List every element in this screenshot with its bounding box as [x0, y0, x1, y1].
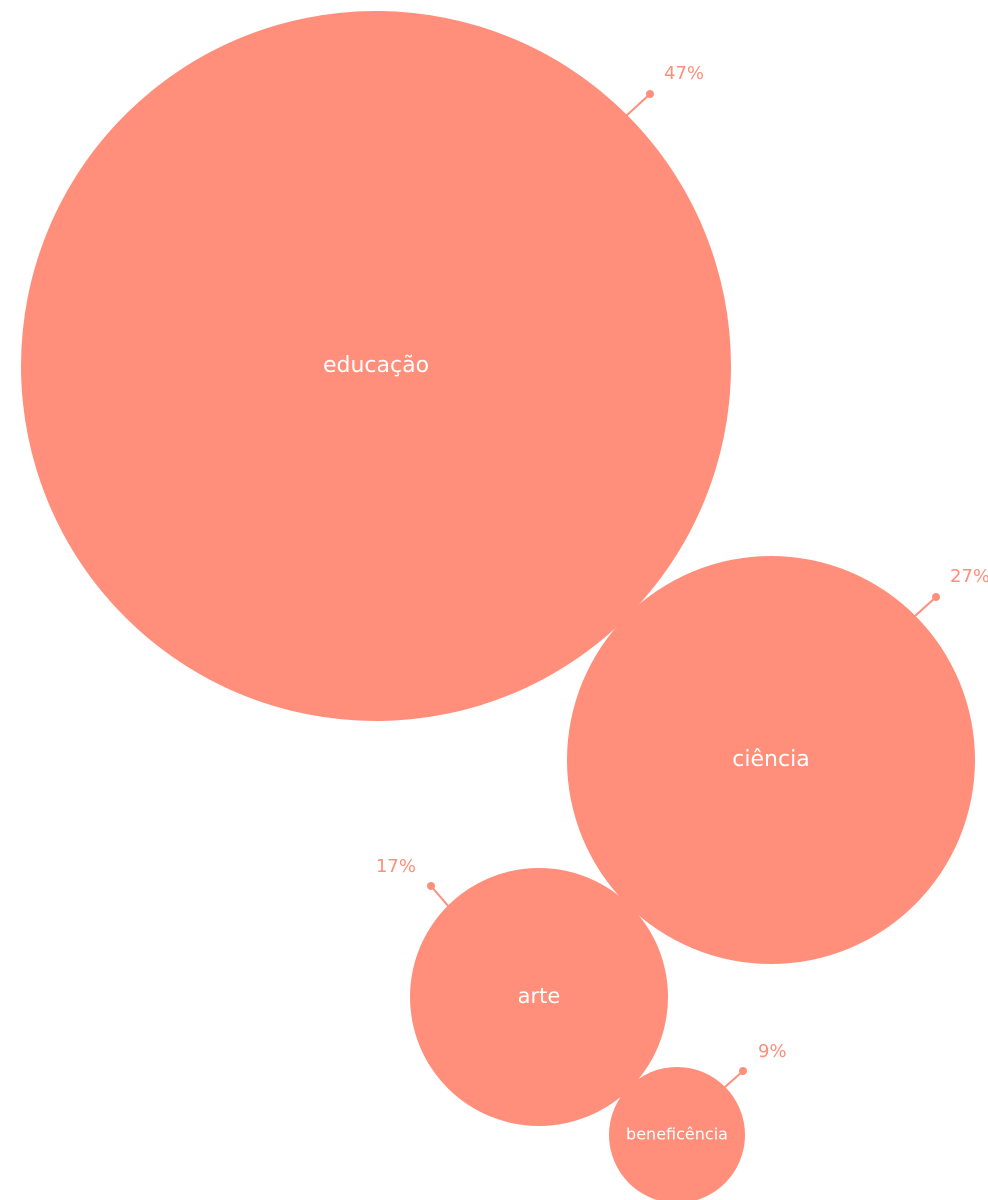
leader-dot-0 — [646, 90, 654, 98]
labels-layer: educação 47% ciência 27% arte 17% beneficência… — [323, 63, 988, 1144]
percentage-label-0: 47% — [664, 63, 704, 84]
leader-dot-3 — [739, 1067, 747, 1075]
percentage-label-2: 17% — [376, 856, 416, 877]
bubble-label-2: arte — [518, 984, 561, 1008]
bubble-3 — [609, 1067, 745, 1200]
bubble-label-0: educação — [323, 353, 429, 378]
bubble-label-3: beneficência — [626, 1125, 728, 1144]
leader-line-2 — [430, 885, 450, 908]
leader-line-0 — [625, 93, 651, 117]
bubble-label-1: ciência — [732, 747, 809, 772]
bubble-2 — [410, 868, 668, 1126]
leader-line-1 — [914, 596, 937, 617]
leader-dot-1 — [932, 593, 940, 601]
bubble-1 — [567, 556, 975, 964]
bubble-0 — [21, 11, 731, 721]
percentage-label-1: 27% — [950, 566, 988, 587]
leader-dot-2 — [427, 882, 435, 890]
percentage-label-3: 9% — [758, 1041, 787, 1062]
bubbles-layer — [21, 11, 975, 1200]
leader-line-3 — [724, 1070, 744, 1088]
